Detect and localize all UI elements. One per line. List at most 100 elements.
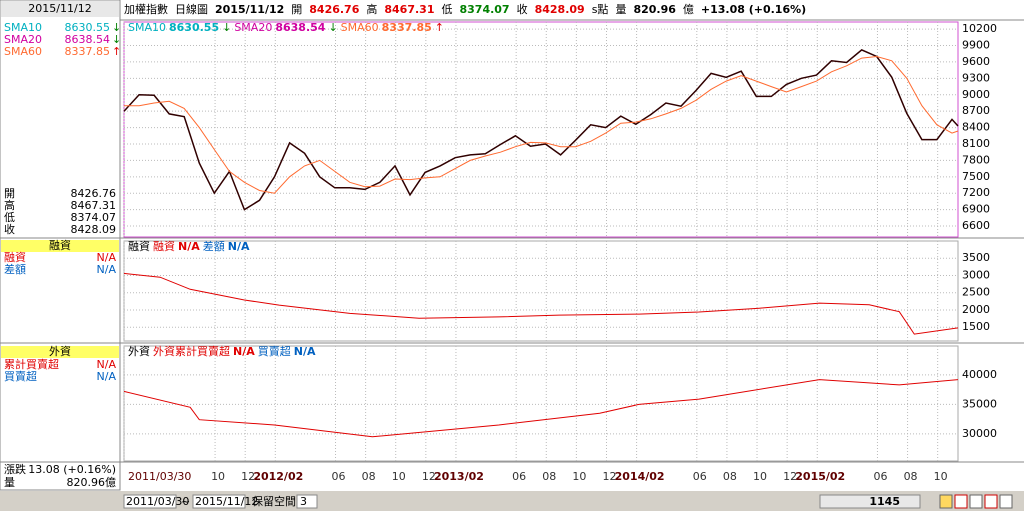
- x-tick-label: 06: [693, 470, 707, 483]
- end-input[interactable]: [192, 494, 246, 509]
- x-tick-label: 06: [332, 470, 346, 483]
- sidebar-ohlc-label: 高: [4, 198, 15, 212]
- start-date: 2011/03/30: [126, 495, 189, 508]
- y-tick-label: 8100: [962, 137, 990, 150]
- y-tick-label: 8400: [962, 121, 990, 134]
- sidebar-sma-value: 8630.55: [65, 21, 111, 34]
- reserve-value: 3: [300, 495, 307, 508]
- legend-arrow: ↑: [435, 21, 444, 34]
- legend-value: N/A: [233, 345, 255, 358]
- start-input[interactable]: [123, 494, 177, 509]
- ohlc-label: 高: [366, 2, 377, 16]
- x-tick-label: 2015/02: [795, 470, 845, 483]
- sidebar-row-value: N/A: [97, 370, 117, 383]
- period: 日線圖: [175, 2, 208, 16]
- sidebar-row-value: N/A: [97, 251, 117, 264]
- y-tick-label: 3500: [962, 251, 990, 264]
- y-tick-label: 7500: [962, 170, 990, 183]
- y-tick-label: 9900: [962, 39, 990, 52]
- y-tick-label: 7200: [962, 186, 990, 199]
- panel-label: 外資: [128, 345, 150, 358]
- sidebar-sma-value: 8337.85: [65, 45, 111, 58]
- x-tick-label: 2013/02: [434, 470, 484, 483]
- toolbar: [939, 494, 1013, 509]
- legend-arrow: ↓: [328, 21, 337, 34]
- x-tick-label: 10: [753, 470, 767, 483]
- unit: s點: [592, 3, 609, 16]
- x-tick-label: 2012/02: [253, 470, 303, 483]
- change: +13.08 (+0.16%): [701, 3, 806, 16]
- legend-name: SMA10: [128, 21, 166, 34]
- sidebar-sma-name: SMA20: [4, 33, 42, 46]
- sidebar-date: 2015/11/12: [28, 2, 91, 15]
- y-tick-label: 7800: [962, 153, 990, 166]
- reserve-label: 保留空間: [252, 494, 296, 508]
- x-tick-label: 10: [934, 470, 948, 483]
- volume: 820.96: [633, 3, 676, 16]
- legend-value: 8630.55: [169, 21, 219, 34]
- y-tick-label: 2000: [962, 303, 990, 316]
- ohlc-label: 開: [291, 3, 302, 16]
- series-line: [123, 379, 959, 438]
- tool-button[interactable]: [939, 494, 953, 509]
- ohlc-value: 8428.09: [535, 3, 585, 16]
- legend-value: N/A: [228, 240, 250, 253]
- y-tick-label: 1500: [962, 320, 990, 333]
- legend-value: N/A: [178, 240, 200, 253]
- x-tick-label: 12: [422, 470, 436, 483]
- x-tick-label: 08: [723, 470, 737, 483]
- series-line: [124, 55, 959, 194]
- margin-header: [1, 240, 119, 252]
- reserve-input[interactable]: [296, 494, 318, 509]
- x-tick-label: 06: [512, 470, 526, 483]
- ohlc-value: 8374.07: [459, 3, 509, 16]
- tool-button[interactable]: [999, 494, 1013, 509]
- legend-value: 8337.85: [382, 21, 432, 34]
- foreign-header: [1, 346, 119, 358]
- series-line: [123, 272, 959, 335]
- sidebar-row-value: N/A: [97, 263, 117, 276]
- y-tick-label: 3000: [962, 268, 990, 281]
- x-tick-label: 08: [542, 470, 556, 483]
- sidebar-sma-arrow: ↓: [112, 21, 121, 34]
- tool-button[interactable]: [969, 494, 983, 509]
- tool-button[interactable]: [984, 494, 998, 509]
- sidebar-row-name: 累計買賣超: [4, 357, 59, 371]
- symbol-name: 加權指數: [124, 2, 168, 16]
- y-tick-label: 30000: [962, 427, 997, 440]
- date-separator: ~: [181, 495, 190, 508]
- tool-button[interactable]: [954, 494, 968, 509]
- sidebar-row-name: 融資: [4, 251, 26, 264]
- sidebar-ohlc-label: 收: [4, 222, 15, 236]
- legend-name: 買賣超: [258, 344, 291, 358]
- sidebar-heading: 融資: [49, 239, 71, 252]
- sidebar-change-label: 漲跌: [4, 462, 26, 476]
- sidebar-row-value: N/A: [97, 358, 117, 371]
- sidebar-ohlc-label: 低: [4, 211, 15, 224]
- volume-unit: 億: [683, 3, 694, 16]
- ohlc-label: 收: [517, 2, 528, 16]
- sidebar-row-name: 差額: [4, 262, 26, 276]
- bar-count: 1145: [869, 495, 900, 508]
- sidebar-sma-arrow: ↑: [112, 45, 121, 58]
- sidebar-ohlc-value: 8374.07: [71, 211, 117, 224]
- legend-name: SMA20: [234, 21, 272, 34]
- sidebar-change: 13.08 (+0.16%): [28, 463, 116, 476]
- x-tick-label: 12: [602, 470, 616, 483]
- sidebar-heading: 外資: [49, 345, 71, 358]
- y-tick-label: 10200: [962, 22, 997, 35]
- x-tick-label: 10: [392, 470, 406, 483]
- sidebar-sma-arrow: ↓: [112, 33, 121, 46]
- sidebar-sma-value: 8638.54: [65, 33, 111, 46]
- sidebar-ohlc-value: 8467.31: [71, 199, 117, 212]
- ohlc-value: 8467.31: [384, 3, 434, 16]
- ohlc-label: 低: [441, 3, 452, 16]
- y-tick-label: 6600: [962, 219, 990, 232]
- x-tick-label: 2014/02: [615, 470, 665, 483]
- count-box: [819, 494, 921, 509]
- x-tick-label: 12: [783, 470, 797, 483]
- legend-name: SMA60: [341, 21, 379, 34]
- series-line: [123, 49, 959, 211]
